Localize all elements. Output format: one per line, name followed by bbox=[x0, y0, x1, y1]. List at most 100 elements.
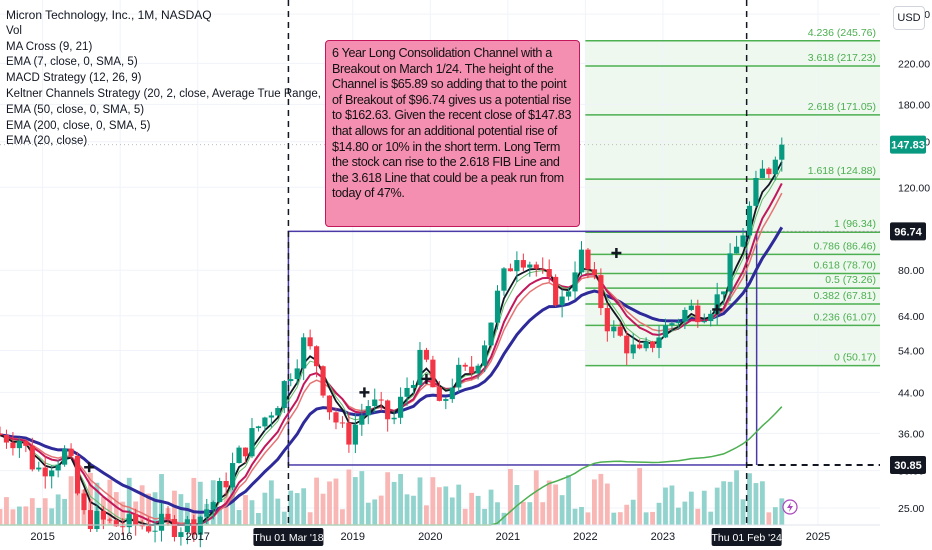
candle-body bbox=[146, 526, 152, 532]
fib-label-5: 0.786 (86.46) bbox=[814, 240, 876, 252]
volume-bar bbox=[592, 479, 597, 525]
candle-body bbox=[126, 514, 132, 528]
candle-body bbox=[759, 168, 766, 178]
indicator-ema-200[interactable]: EMA (200, close, 0, SMA, 5) bbox=[6, 119, 151, 132]
volume-bar bbox=[120, 501, 126, 525]
candle-body bbox=[171, 519, 178, 538]
volume-bar bbox=[585, 512, 591, 525]
volume-bar bbox=[482, 508, 487, 525]
volume-bar bbox=[740, 499, 746, 525]
candle-body bbox=[553, 276, 559, 306]
x-tick-label: 2015 bbox=[30, 531, 54, 543]
candle-body bbox=[404, 387, 410, 397]
volume-bar bbox=[630, 499, 636, 525]
candle-body bbox=[533, 264, 539, 269]
x-tick-label: 2020 bbox=[418, 531, 442, 543]
volume-bar bbox=[146, 493, 152, 525]
candle-body bbox=[133, 514, 139, 526]
candle-body bbox=[113, 520, 119, 527]
candle-body bbox=[339, 422, 346, 424]
candle-body bbox=[559, 296, 565, 306]
candle-body bbox=[184, 519, 190, 533]
candle-body bbox=[520, 260, 526, 268]
candle-body bbox=[249, 428, 255, 457]
candle-body bbox=[637, 344, 643, 349]
chart-title: Micron Technology, Inc., 1M, NASDAQ bbox=[6, 8, 212, 22]
volume-bar bbox=[624, 504, 630, 525]
candle-body bbox=[16, 441, 22, 449]
candle-body bbox=[488, 322, 494, 346]
volume-bar bbox=[385, 472, 391, 525]
candle-body bbox=[604, 308, 610, 332]
volume-bar bbox=[340, 509, 345, 525]
candle-body bbox=[624, 335, 630, 354]
volume-bar bbox=[520, 501, 526, 525]
y-tick-label: 54.00 bbox=[898, 346, 924, 358]
volume-bar bbox=[68, 476, 74, 525]
volume-bar bbox=[314, 477, 319, 525]
candle-body bbox=[223, 481, 229, 488]
volume-bar bbox=[327, 481, 332, 525]
candle-body bbox=[662, 325, 669, 338]
volume-bar bbox=[708, 511, 714, 525]
volume-bar bbox=[566, 475, 571, 525]
price-label: 30.85 bbox=[894, 460, 922, 472]
candle-body bbox=[494, 290, 501, 323]
candle-body bbox=[87, 510, 94, 530]
fib-label-2: 2.618 (171.05) bbox=[808, 101, 876, 113]
indicator-ma-cross[interactable]: MA Cross (9, 21) bbox=[6, 40, 93, 53]
candle-body bbox=[326, 395, 333, 413]
fib-label-7: 0.5 (73.26) bbox=[825, 274, 876, 286]
volume-bar bbox=[417, 477, 423, 525]
volume-bar bbox=[449, 497, 455, 525]
indicator-macd[interactable]: MACD Strategy (12, 26, 9) bbox=[6, 72, 142, 85]
candle-body bbox=[391, 417, 397, 420]
volume-bar bbox=[533, 470, 539, 525]
volume-bar bbox=[307, 512, 313, 525]
candle-body bbox=[178, 532, 184, 538]
volume-bar bbox=[398, 473, 403, 525]
candle-body bbox=[372, 399, 378, 407]
annotation-note[interactable]: 6 Year Long Consolidation Channel with a… bbox=[325, 40, 580, 227]
candle-body bbox=[229, 463, 236, 488]
volume-bar bbox=[714, 487, 720, 525]
candle-body bbox=[281, 381, 287, 409]
ema-20-line bbox=[0, 182, 783, 527]
candle-body bbox=[0, 433, 3, 436]
candle-body bbox=[204, 509, 210, 517]
candle-body bbox=[436, 387, 442, 401]
volume-bar bbox=[359, 471, 365, 525]
indicator-ema-50[interactable]: EMA (50, close, 0, SMA, 5) bbox=[6, 103, 145, 116]
candle-body bbox=[255, 426, 262, 429]
volume-bar bbox=[734, 470, 739, 525]
volume-bar bbox=[676, 507, 681, 525]
volume-bar bbox=[113, 492, 119, 525]
candle-body bbox=[365, 406, 371, 416]
indicator-ema-20[interactable]: EMA (20, close) bbox=[6, 135, 88, 148]
candle-body bbox=[352, 424, 358, 445]
volume-bar bbox=[572, 508, 578, 525]
candle-body bbox=[656, 337, 662, 348]
volume-bar bbox=[488, 489, 494, 525]
indicator-vol[interactable]: Vol bbox=[6, 24, 22, 37]
currency-button[interactable]: USD bbox=[893, 6, 925, 30]
candle-body bbox=[107, 519, 113, 521]
volume-bar bbox=[88, 472, 93, 525]
candle-body bbox=[475, 365, 481, 374]
volume-bar bbox=[172, 490, 177, 525]
volume-bar bbox=[766, 512, 772, 525]
candle-body bbox=[3, 435, 10, 443]
volume-bar bbox=[236, 509, 242, 525]
y-tick-label: 180.00 bbox=[898, 99, 930, 111]
volume-bar bbox=[301, 488, 307, 525]
signal-cross-icon bbox=[84, 462, 95, 473]
volume-bar bbox=[501, 512, 507, 525]
candle-body bbox=[766, 168, 772, 175]
candle-body bbox=[100, 511, 106, 520]
candle-body bbox=[139, 525, 145, 527]
x-tick-label: 2022 bbox=[573, 531, 597, 543]
price-label: 147.83 bbox=[891, 140, 925, 152]
indicator-keltner[interactable]: Keltner Channels Strategy (20, 2, close,… bbox=[6, 87, 341, 100]
candle-body bbox=[242, 447, 249, 457]
indicator-ema-7[interactable]: EMA (7, close, 0, SMA, 5) bbox=[6, 56, 138, 69]
